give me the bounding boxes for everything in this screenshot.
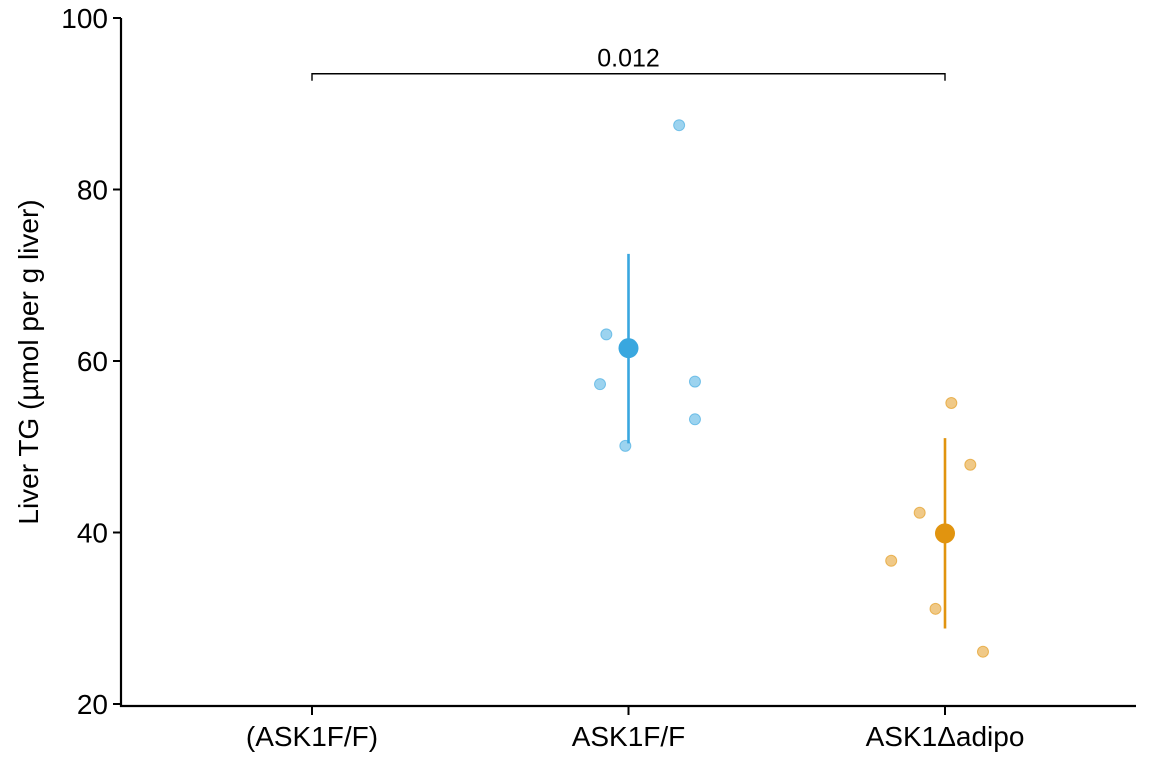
x-ticks: (ASK1F/F) ASK1F/F ASK1Δadipo [246, 707, 1025, 752]
data-point-0-5 [688, 413, 701, 426]
data-point-0-0 [594, 378, 607, 391]
axes [119, 18, 1136, 708]
x-tick-label-0: (ASK1F/F) [246, 721, 378, 752]
annotations: 0.012 [311, 45, 946, 81]
data-point-0-1 [600, 328, 613, 341]
x-tick-label-1: ASK1F/F [572, 721, 686, 752]
y-tick-label-80: 80 [77, 175, 108, 206]
mean-point-0 [618, 338, 639, 359]
y-tick-label-100: 100 [61, 3, 108, 34]
mean-point-1 [935, 523, 955, 544]
data-point-1-5 [976, 645, 989, 658]
y-tick-label-40: 40 [77, 518, 108, 549]
data-marks [594, 119, 989, 658]
data-point-1-0 [885, 554, 898, 567]
significance-bracket-0 [311, 73, 946, 81]
data-point-1-4 [964, 458, 977, 471]
y-axis-label: Liver TG (µmol per g liver) [13, 199, 44, 524]
series-1 [885, 397, 989, 658]
x-tick-label-2: ASK1Δadipo [866, 721, 1025, 752]
data-point-0-3 [673, 119, 686, 132]
y-ticks: 20 40 60 80 100 [61, 3, 121, 720]
y-tick-label-20: 20 [77, 689, 108, 720]
data-point-1-2 [929, 602, 942, 615]
data-point-0-4 [688, 375, 701, 388]
p-value-label-0: 0.012 [597, 45, 660, 73]
data-point-1-1 [913, 506, 926, 519]
series-0 [594, 119, 701, 452]
y-tick-label-60: 60 [77, 346, 108, 377]
data-point-1-3 [945, 397, 958, 410]
